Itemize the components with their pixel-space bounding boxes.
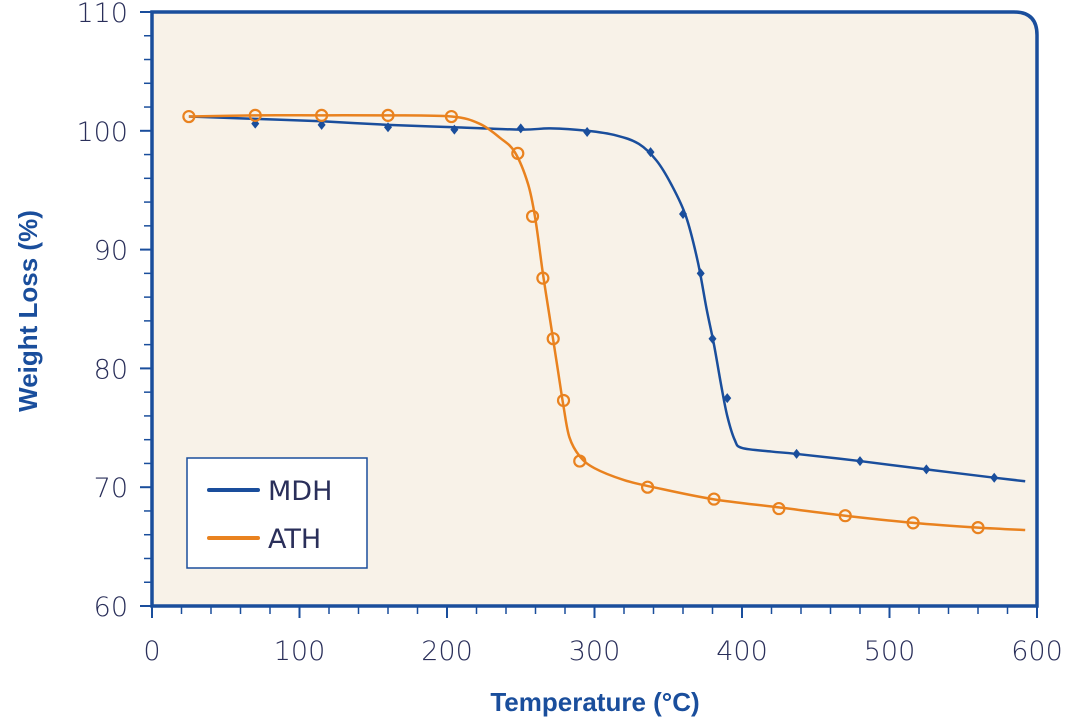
data-point-ath [573,454,587,468]
x-tick-label: 500 [864,636,916,667]
data-point-ath [838,509,852,523]
data-point-ath [707,492,721,506]
data-point-mdh [856,456,864,467]
y-tick-label: 80 [94,354,128,385]
data-point-ath [971,520,985,535]
data-point-mdh [516,123,525,134]
data-point-mdh [792,448,801,459]
x-tick-label: 400 [716,636,768,667]
legend-box [186,457,368,569]
data-point-mdh [679,208,687,219]
data-point-mdh [696,268,705,279]
data-point-mdh [990,472,999,483]
data-point-mdh [450,124,459,135]
data-point-ath [444,109,459,124]
data-point-mdh [583,126,592,137]
data-point-mdh [922,464,931,475]
x-tick-label: 100 [274,636,326,667]
legend-label-ath: ATH [268,524,321,555]
y-tick-label: 60 [94,592,128,623]
data-point-ath [546,332,560,346]
plot-area [150,10,1039,608]
y-tick-label: 110 [76,0,128,29]
data-point-ath [536,271,550,285]
series-ath [182,108,1026,535]
x-tick-label: 200 [421,636,473,667]
data-point-ath [315,108,329,122]
data-point-ath [248,108,262,122]
data-point-mdh [646,147,655,158]
y-tick-label: 70 [94,473,128,504]
data-point-ath [556,393,571,408]
data-point-mdh [723,393,732,404]
data-point-ath [906,516,920,530]
y-axis-title: Weight Loss (%) [13,210,43,412]
x-tick-label: 0 [143,636,160,667]
series-layer [182,108,1026,535]
data-point-ath [381,108,395,122]
data-point-mdh [708,333,717,344]
data-point-ath [640,480,655,494]
data-point-mdh [384,122,392,133]
x-tick-label: 300 [569,636,621,667]
legend: MDH ATH [186,457,368,569]
data-point-mdh [317,119,326,130]
data-point-ath [182,109,196,124]
data-point-ath [772,501,786,516]
data-point-ath [511,146,525,160]
legend-label-mdh: MDH [268,476,332,507]
y-tick-label: 90 [94,236,128,267]
x-axis-title: Temperature (°C) [490,687,699,717]
y-axis-ticks: 60 70 80 90 100 110 [76,0,152,623]
minor-ticks [144,35,1009,614]
series-mdh [188,115,1026,483]
y-tick-label: 100 [76,117,128,148]
x-axis-ticks: 0 100 200 300 400 500 600 [143,606,1063,667]
data-point-ath [525,209,540,223]
x-tick-label: 600 [1011,636,1063,667]
